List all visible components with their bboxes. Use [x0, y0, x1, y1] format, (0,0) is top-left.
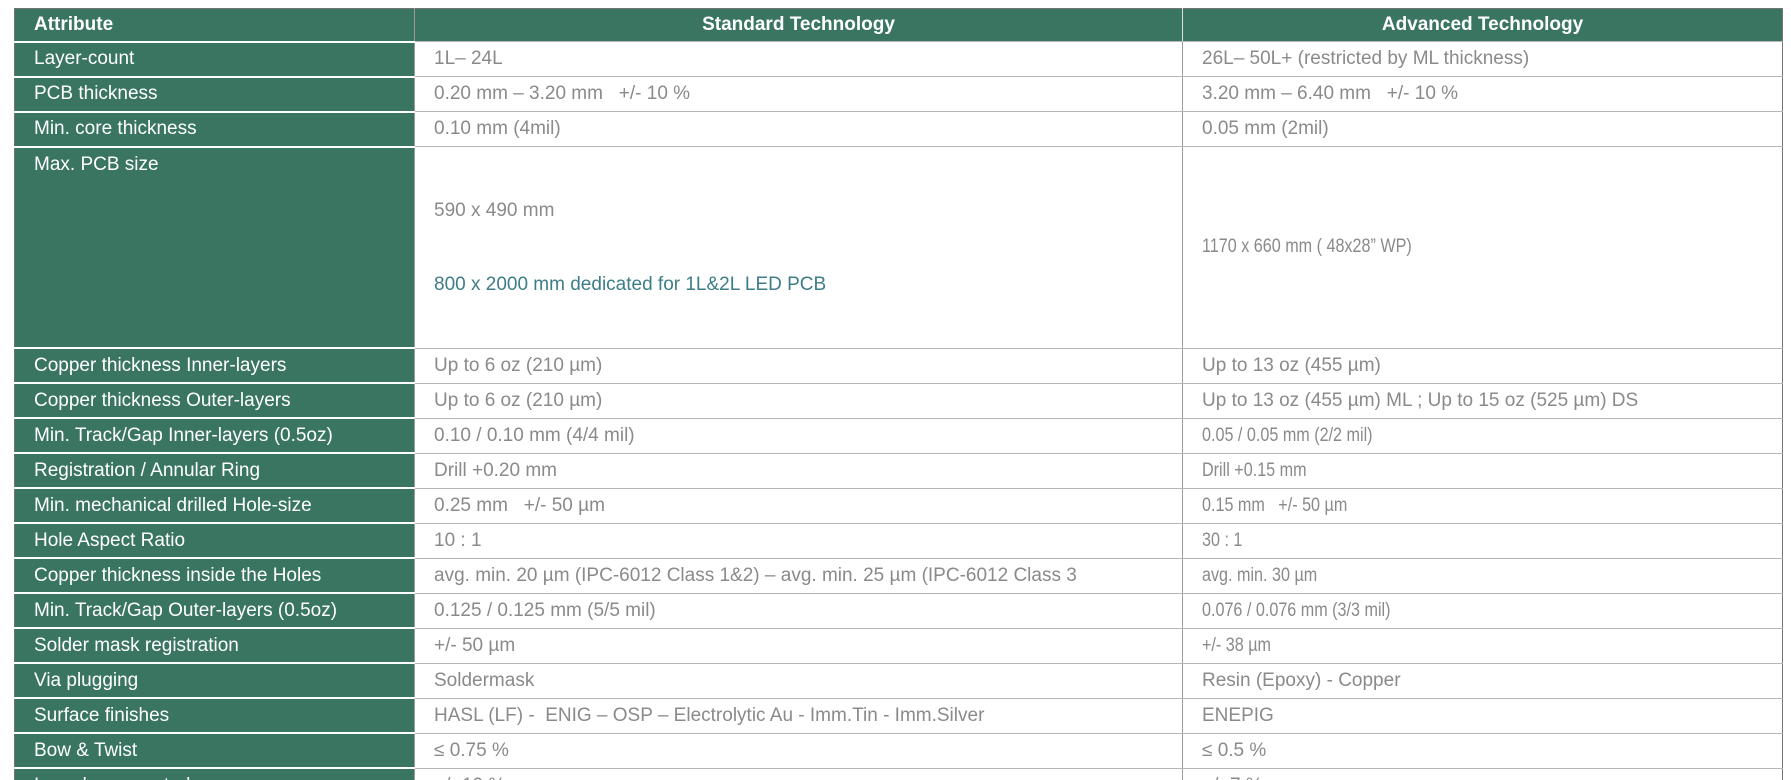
- header-attribute: Attribute: [14, 8, 415, 43]
- advanced-value: Up to 13 oz (455 µm): [1182, 348, 1783, 384]
- table-row-bow-twist: Bow & Twist ≤ 0.75 % ≤ 0.5 %: [14, 733, 1783, 769]
- attribute-label: Copper thickness Inner-layers: [14, 348, 415, 384]
- advanced-value: 1170 x 660 mm ( 48x28” WP): [1182, 146, 1783, 349]
- attribute-label: Impedance control: [14, 768, 415, 780]
- advanced-value: 0.076 / 0.076 mm (3/3 mil): [1182, 593, 1783, 629]
- table-row-solder-mask-registration: Solder mask registration +/- 50 µm +/- 3…: [14, 628, 1783, 664]
- header-advanced-technology: Advanced Technology: [1182, 8, 1783, 42]
- table-header-row: Attribute Standard Technology Advanced T…: [14, 8, 1783, 43]
- standard-value: +/- 50 µm: [414, 628, 1183, 664]
- standard-value: Up to 6 oz (210 µm): [414, 383, 1183, 419]
- attribute-label: PCB thickness: [14, 76, 415, 113]
- table-row-copper-inner: Copper thickness Inner-layers Up to 6 oz…: [14, 348, 1783, 384]
- table-row-surface-finishes: Surface finishes HASL (LF) - ENIG – OSP …: [14, 698, 1783, 734]
- standard-value: ≤ 0.75 %: [414, 733, 1183, 769]
- header-standard-technology: Standard Technology: [414, 8, 1183, 42]
- standard-value: HASL (LF) - ENIG – OSP – Electrolytic Au…: [414, 698, 1183, 734]
- standard-value: 0.10 / 0.10 mm (4/4 mil): [414, 418, 1183, 454]
- attribute-label: Bow & Twist: [14, 733, 415, 769]
- advanced-value: ≤ 0.5 %: [1182, 733, 1783, 769]
- attribute-label: Solder mask registration: [14, 628, 415, 664]
- table-row-registration-annular-ring: Registration / Annular Ring Drill +0.20 …: [14, 453, 1783, 489]
- table-row-pcb-thickness: PCB thickness 0.20 mm – 3.20 mm +/- 10 %…: [14, 76, 1783, 113]
- attribute-label: Registration / Annular Ring: [14, 453, 415, 489]
- table-row-layer-count: Layer-count 1L– 24L 26L– 50L+ (restricte…: [14, 41, 1783, 78]
- led-pcb-note: 800 x 2000 mm dedicated for 1L&2L LED PC…: [434, 274, 827, 295]
- table-row-min-drilled-hole-size: Min. mechanical drilled Hole-size 0.25 m…: [14, 488, 1783, 524]
- advanced-value: 26L– 50L+ (restricted by ML thickness): [1182, 41, 1783, 77]
- advanced-value: Up to 13 oz (455 µm) ML ; Up to 15 oz (5…: [1182, 383, 1783, 419]
- standard-value: 0.125 / 0.125 mm (5/5 mil): [414, 593, 1183, 629]
- standard-value: avg. min. 20 µm (IPC-6012 Class 1&2) – a…: [414, 558, 1183, 594]
- advanced-value: +/- 38 µm: [1182, 628, 1783, 664]
- standard-value: 0.20 mm – 3.20 mm +/- 10 %: [414, 76, 1183, 112]
- standard-value: 0.10 mm (4mil): [414, 111, 1183, 147]
- standard-value: +/- 10 %: [414, 768, 1183, 780]
- standard-value: Up to 6 oz (210 µm): [414, 348, 1183, 384]
- table-row-max-pcb-size: Max. PCB size 590 x 490 mm 800 x 2000 mm…: [14, 146, 1783, 349]
- standard-value: 590 x 490 mm 800 x 2000 mm dedicated for…: [414, 146, 1183, 349]
- attribute-label: Min. mechanical drilled Hole-size: [14, 488, 415, 524]
- pcb-spec-table: Attribute Standard Technology Advanced T…: [14, 8, 1783, 780]
- advanced-value: +/- 7 %: [1182, 768, 1783, 780]
- table-row-via-plugging: Via plugging Soldermask Resin (Epoxy) - …: [14, 663, 1783, 699]
- attribute-label: Copper thickness inside the Holes: [14, 558, 415, 594]
- advanced-value: 0.15 mm +/- 50 µm: [1182, 488, 1783, 524]
- advanced-value: Drill +0.15 mm: [1182, 453, 1783, 489]
- standard-value: 10 : 1: [414, 523, 1183, 559]
- attribute-label: Hole Aspect Ratio: [14, 523, 415, 559]
- advanced-value: 0.05 / 0.05 mm (2/2 mil): [1182, 418, 1783, 454]
- standard-value: 1L– 24L: [414, 41, 1183, 77]
- table-row-copper-inside-holes: Copper thickness inside the Holes avg. m…: [14, 558, 1783, 594]
- standard-value: Drill +0.20 mm: [414, 453, 1183, 489]
- table-row-min-core-thickness: Min. core thickness 0.10 mm (4mil) 0.05 …: [14, 111, 1783, 148]
- attribute-label: Surface finishes: [14, 698, 415, 734]
- advanced-value: 0.05 mm (2mil): [1182, 111, 1783, 147]
- advanced-value: Resin (Epoxy) - Copper: [1182, 663, 1783, 699]
- attribute-label: Min. core thickness: [14, 111, 415, 148]
- standard-value: Soldermask: [414, 663, 1183, 699]
- attribute-label: Layer-count: [14, 41, 415, 78]
- attribute-label: Min. Track/Gap Inner-layers (0.5oz): [14, 418, 415, 454]
- advanced-value: 3.20 mm – 6.40 mm +/- 10 %: [1182, 76, 1783, 112]
- table-row-copper-outer: Copper thickness Outer-layers Up to 6 oz…: [14, 383, 1783, 419]
- attribute-label: Min. Track/Gap Outer-layers (0.5oz): [14, 593, 415, 629]
- attribute-label: Via plugging: [14, 663, 415, 699]
- advanced-value: ENEPIG: [1182, 698, 1783, 734]
- attribute-label: Max. PCB size: [14, 146, 415, 349]
- table-row-track-gap-inner: Min. Track/Gap Inner-layers (0.5oz) 0.10…: [14, 418, 1783, 454]
- attribute-label: Copper thickness Outer-layers: [14, 383, 415, 419]
- table-row-hole-aspect-ratio: Hole Aspect Ratio 10 : 1 30 : 1: [14, 523, 1783, 559]
- advanced-value: avg. min. 30 µm: [1182, 558, 1783, 594]
- table-row-impedance-control: Impedance control +/- 10 % +/- 7 %: [14, 768, 1783, 780]
- table-row-track-gap-outer: Min. Track/Gap Outer-layers (0.5oz) 0.12…: [14, 593, 1783, 629]
- standard-value: 0.25 mm +/- 50 µm: [414, 488, 1183, 524]
- advanced-value: 30 : 1: [1182, 523, 1783, 559]
